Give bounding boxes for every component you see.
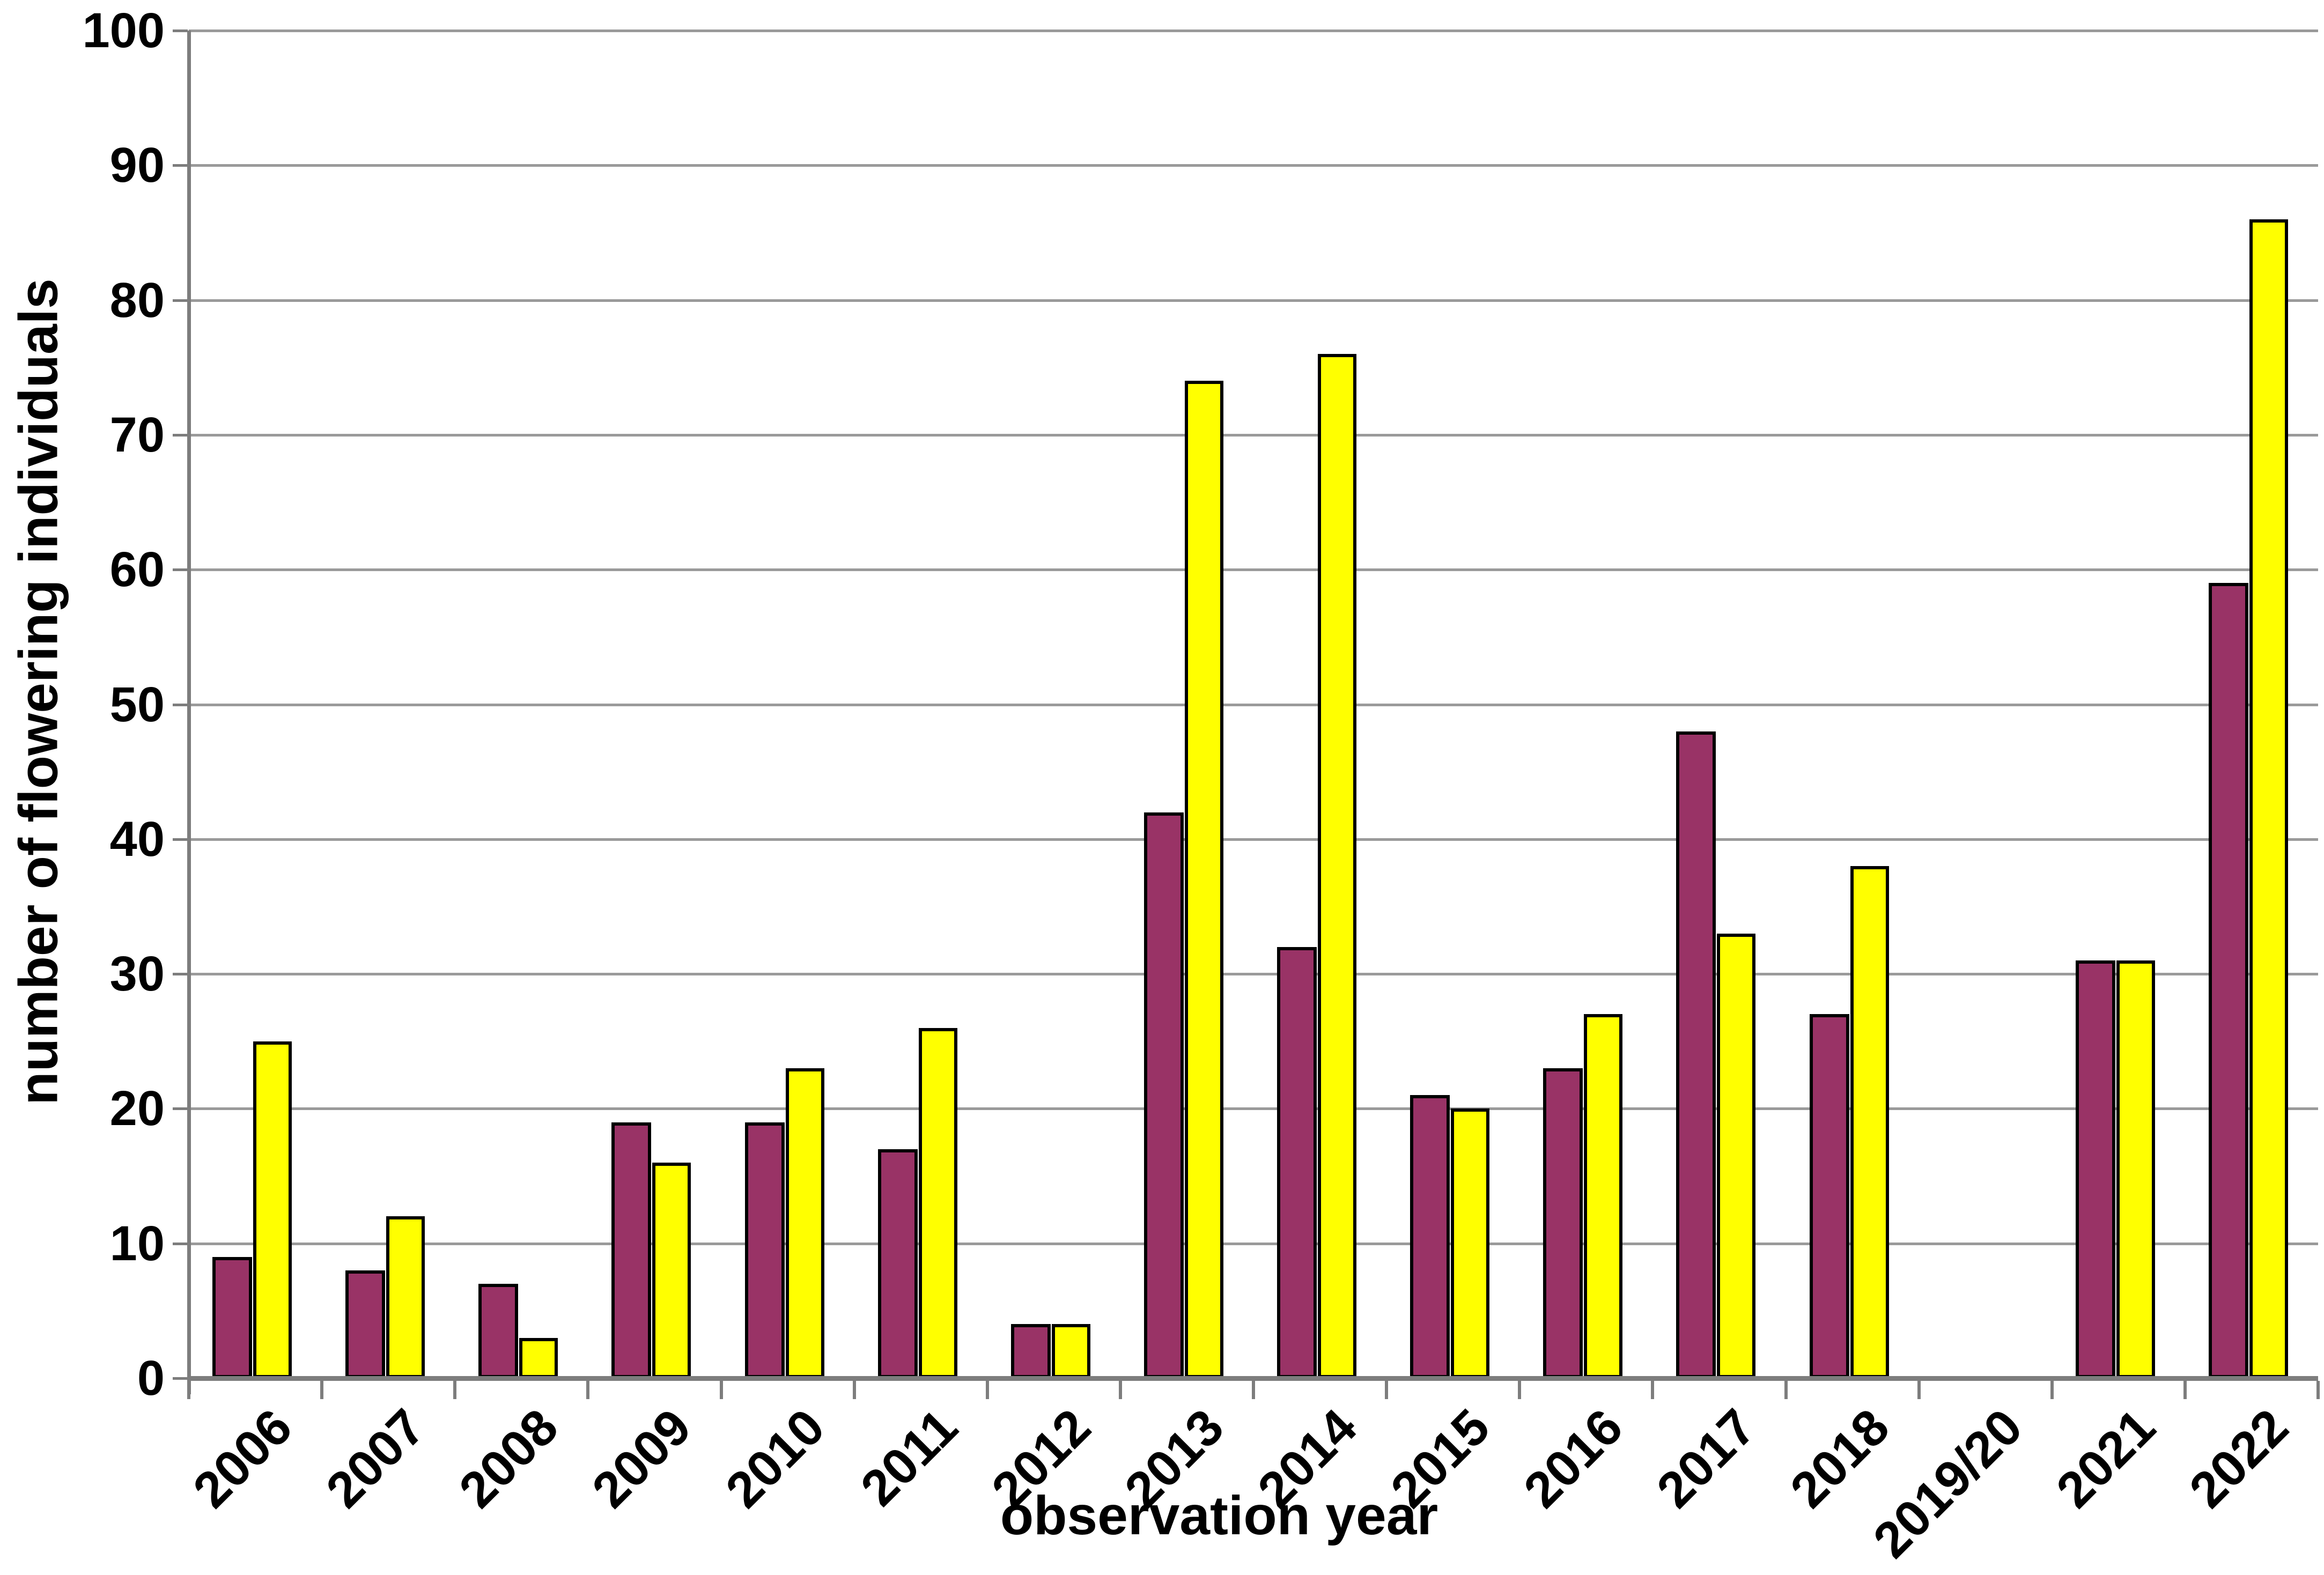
y-tick-0 — [173, 1377, 188, 1380]
y-tick-60 — [173, 568, 188, 572]
bar-2008-yellow-series — [519, 1337, 558, 1378]
x-tick-6 — [985, 1381, 989, 1399]
x-tick-7 — [1118, 1381, 1122, 1399]
gridline-70 — [189, 433, 2318, 437]
bar-2009-yellow-series — [652, 1162, 691, 1378]
x-tick-14 — [2050, 1381, 2054, 1399]
bar-2012-yellow-series — [1051, 1324, 1090, 1378]
x-cat-label-2022: 2022 — [2179, 1398, 2299, 1519]
bar-2013-yellow-series — [1184, 381, 1223, 1378]
gridline-50 — [189, 703, 2318, 706]
bar-2021-yellow-series — [2116, 960, 2155, 1378]
bar-2015-magenta-series — [1410, 1095, 1450, 1378]
gridline-30 — [189, 973, 2318, 976]
x-cat-label-2006: 2006 — [182, 1398, 303, 1519]
x-tick-1 — [320, 1381, 324, 1399]
gridline-10 — [189, 1242, 2318, 1245]
y-tick-label-90: 90 — [109, 138, 165, 193]
y-tick-label-30: 30 — [109, 947, 165, 1002]
y-tick-80 — [173, 299, 188, 302]
x-cat-label-2018: 2018 — [1779, 1398, 1900, 1519]
x-tick-0 — [187, 1381, 190, 1399]
y-tick-label-40: 40 — [109, 811, 165, 867]
x-tick-16 — [2316, 1381, 2320, 1399]
x-axis-line — [189, 1376, 2318, 1381]
x-tick-9 — [1385, 1381, 1389, 1399]
bar-2008-magenta-series — [478, 1284, 519, 1378]
x-cat-label-2019/20: 2019/20 — [1862, 1398, 2033, 1569]
y-tick-50 — [173, 703, 188, 706]
x-cat-label-2009: 2009 — [581, 1398, 703, 1519]
x-tick-3 — [586, 1381, 590, 1399]
bar-2017-yellow-series — [1717, 933, 1756, 1378]
bar-2017-magenta-series — [1676, 731, 1716, 1378]
bar-2007-magenta-series — [345, 1270, 386, 1378]
bar-2014-magenta-series — [1277, 947, 1317, 1378]
x-tick-4 — [719, 1381, 723, 1399]
x-cat-label-2011: 2011 — [850, 1398, 969, 1517]
y-tick-10 — [173, 1242, 188, 1245]
bar-2006-yellow-series — [253, 1041, 292, 1378]
x-tick-2 — [453, 1381, 457, 1399]
gridline-80 — [189, 299, 2318, 302]
y-tick-label-0: 0 — [137, 1351, 165, 1406]
bar-2016-magenta-series — [1543, 1068, 1583, 1378]
y-tick-label-60: 60 — [109, 542, 165, 597]
x-tick-8 — [1252, 1381, 1255, 1399]
bar-2010-yellow-series — [785, 1068, 824, 1378]
y-tick-label-80: 80 — [109, 272, 165, 328]
gridline-40 — [189, 838, 2318, 841]
bar-2013-magenta-series — [1143, 812, 1184, 1378]
y-tick-label-100: 100 — [82, 3, 165, 58]
bar-2014-yellow-series — [1318, 354, 1357, 1378]
y-tick-30 — [173, 973, 188, 976]
y-tick-100 — [173, 29, 188, 32]
x-axis-title: observation year — [1000, 1485, 1438, 1546]
x-cat-label-2007: 2007 — [315, 1398, 436, 1519]
x-tick-11 — [1651, 1381, 1655, 1399]
gridline-20 — [189, 1107, 2318, 1111]
x-tick-5 — [852, 1381, 856, 1399]
y-tick-label-10: 10 — [109, 1216, 165, 1271]
x-cat-label-2016: 2016 — [1513, 1398, 1634, 1519]
gridline-90 — [189, 164, 2318, 167]
bar-2011-magenta-series — [877, 1149, 918, 1378]
y-tick-label-20: 20 — [109, 1081, 165, 1136]
x-cat-label-2008: 2008 — [448, 1398, 570, 1519]
x-cat-label-2010: 2010 — [714, 1398, 836, 1519]
y-tick-40 — [173, 838, 188, 841]
bar-2015-yellow-series — [1451, 1108, 1490, 1378]
bar-2009-magenta-series — [611, 1122, 652, 1378]
bar-2018-magenta-series — [1809, 1014, 1849, 1378]
y-tick-label-50: 50 — [109, 677, 165, 732]
x-tick-10 — [1518, 1381, 1522, 1399]
x-tick-15 — [2183, 1381, 2187, 1399]
bar-2018-yellow-series — [1850, 866, 1889, 1378]
y-tick-90 — [173, 164, 188, 167]
gridline-100 — [189, 29, 2318, 32]
bar-2021-magenta-series — [2075, 960, 2115, 1378]
x-tick-12 — [1784, 1381, 1788, 1399]
bar-2022-yellow-series — [2249, 219, 2288, 1378]
bar-2016-yellow-series — [1584, 1014, 1623, 1378]
bar-2007-yellow-series — [386, 1216, 425, 1378]
bar-2010-magenta-series — [744, 1122, 785, 1378]
y-tick-label-70: 70 — [109, 407, 165, 462]
x-cat-label-2021: 2021 — [2046, 1398, 2166, 1519]
y-axis-line — [187, 31, 191, 1394]
bar-2022-magenta-series — [2208, 583, 2248, 1378]
bar-2011-yellow-series — [918, 1027, 957, 1378]
x-cat-label-2017: 2017 — [1646, 1398, 1767, 1519]
gridline-60 — [189, 568, 2318, 572]
bar-2012-magenta-series — [1010, 1324, 1051, 1378]
y-tick-20 — [173, 1107, 188, 1111]
x-tick-13 — [1917, 1381, 1921, 1399]
bar-2006-magenta-series — [212, 1256, 253, 1378]
y-tick-70 — [173, 433, 188, 437]
